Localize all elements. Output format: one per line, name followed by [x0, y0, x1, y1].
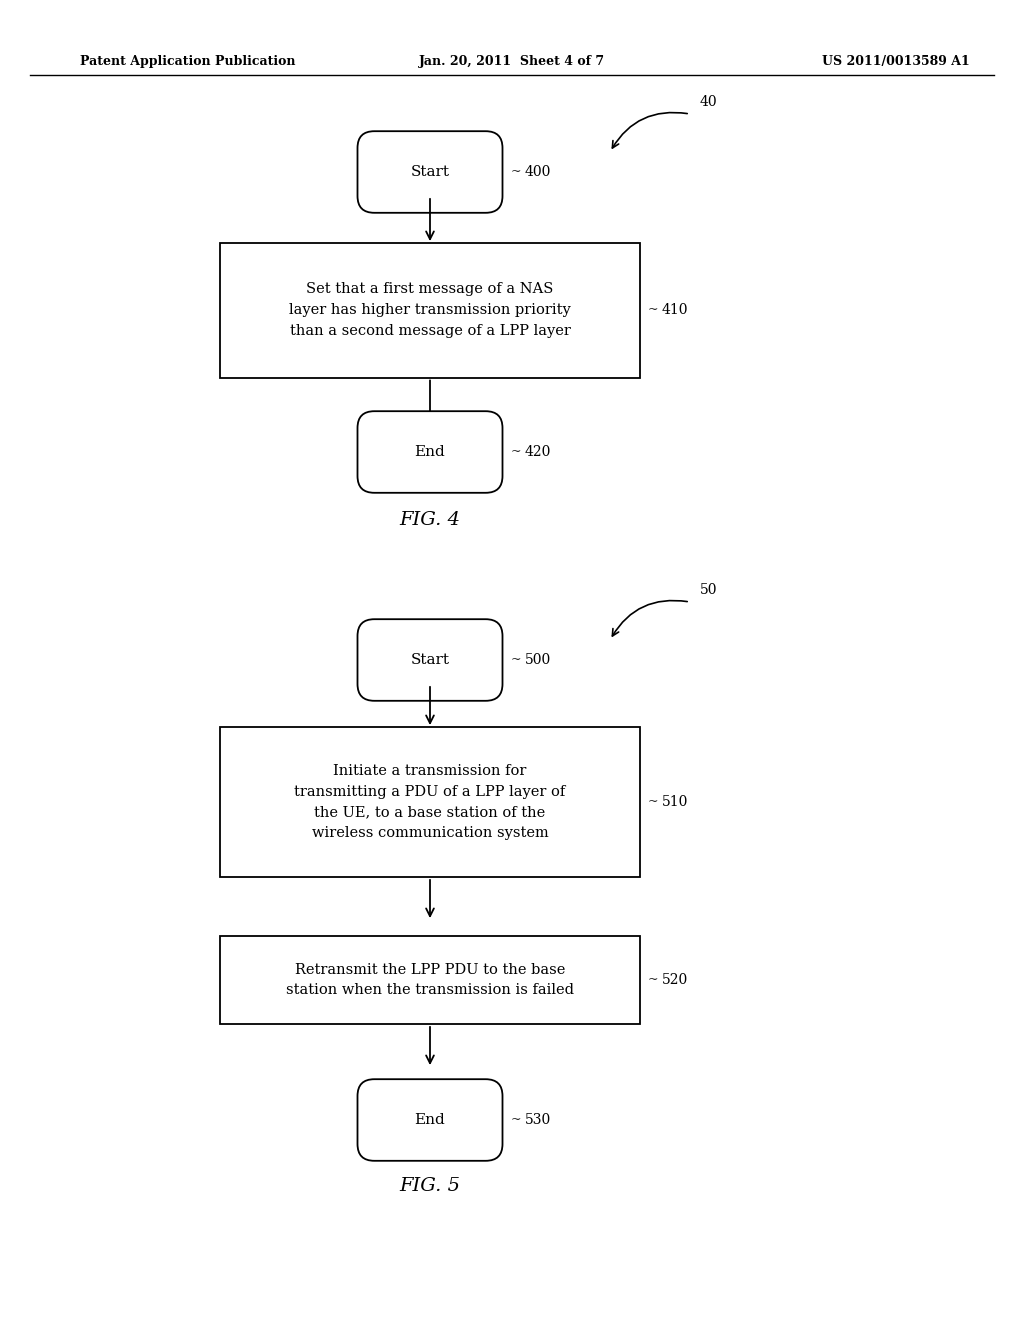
Text: Jan. 20, 2011  Sheet 4 of 7: Jan. 20, 2011 Sheet 4 of 7 — [419, 55, 605, 69]
Text: ~: ~ — [511, 446, 521, 458]
Text: 400: 400 — [524, 165, 551, 180]
FancyBboxPatch shape — [357, 131, 503, 213]
Text: Patent Application Publication: Patent Application Publication — [80, 55, 296, 69]
Text: End: End — [415, 1113, 445, 1127]
FancyBboxPatch shape — [357, 412, 503, 492]
Text: Initiate a transmission for
transmitting a PDU of a LPP layer of
the UE, to a ba: Initiate a transmission for transmitting… — [294, 764, 565, 840]
Text: ~: ~ — [511, 653, 521, 667]
Text: 410: 410 — [662, 304, 688, 317]
Bar — [220, 243, 640, 378]
Bar — [220, 936, 640, 1024]
Text: ~: ~ — [648, 974, 658, 986]
Text: Start: Start — [411, 165, 450, 180]
Text: ~: ~ — [648, 304, 658, 317]
Text: ~: ~ — [511, 165, 521, 178]
Text: Start: Start — [411, 653, 450, 667]
Text: End: End — [415, 445, 445, 459]
Text: Retransmit the LPP PDU to the base
station when the transmission is failed: Retransmit the LPP PDU to the base stati… — [286, 962, 574, 998]
Text: FIG. 4: FIG. 4 — [399, 511, 461, 529]
FancyBboxPatch shape — [357, 1080, 503, 1160]
Text: US 2011/0013589 A1: US 2011/0013589 A1 — [822, 55, 970, 69]
Text: 520: 520 — [662, 973, 688, 987]
FancyBboxPatch shape — [357, 619, 503, 701]
Text: Set that a first message of a NAS
layer has higher transmission priority
than a : Set that a first message of a NAS layer … — [289, 282, 570, 338]
Text: ~: ~ — [648, 796, 658, 808]
Text: ~: ~ — [511, 1114, 521, 1126]
Text: 500: 500 — [524, 653, 551, 667]
Text: 510: 510 — [662, 795, 688, 809]
Text: 420: 420 — [524, 445, 551, 459]
Text: 50: 50 — [700, 583, 718, 597]
Text: 530: 530 — [524, 1113, 551, 1127]
Bar — [220, 727, 640, 876]
Text: FIG. 5: FIG. 5 — [399, 1177, 461, 1195]
Text: 40: 40 — [700, 95, 718, 110]
